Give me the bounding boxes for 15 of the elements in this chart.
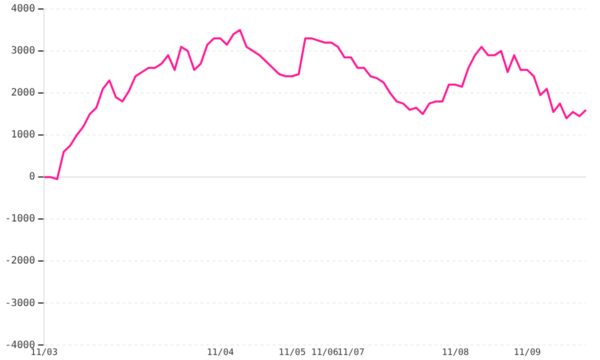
x-tick-label: 11/08 xyxy=(442,348,469,358)
y-tick-label: 3000 xyxy=(11,46,36,57)
x-tick-label: 11/06 xyxy=(311,348,338,358)
x-tick-label: 11/07 xyxy=(337,348,365,358)
y-tick-label: -1000 xyxy=(4,214,36,225)
y-tick-label: 2000 xyxy=(11,88,36,99)
x-tick-label: 11/09 xyxy=(514,348,541,358)
x-tick-label: 11/04 xyxy=(206,348,234,358)
y-tick-label: -3000 xyxy=(4,298,36,309)
y-tick-label: 1000 xyxy=(11,130,36,141)
y-tick-label: 0 xyxy=(29,172,36,183)
y-tick-label: 4000 xyxy=(11,4,36,15)
x-tick-label: 11/03 xyxy=(30,348,58,358)
x-tick-label: 11/05 xyxy=(278,348,306,358)
y-tick-label: -2000 xyxy=(4,256,36,267)
